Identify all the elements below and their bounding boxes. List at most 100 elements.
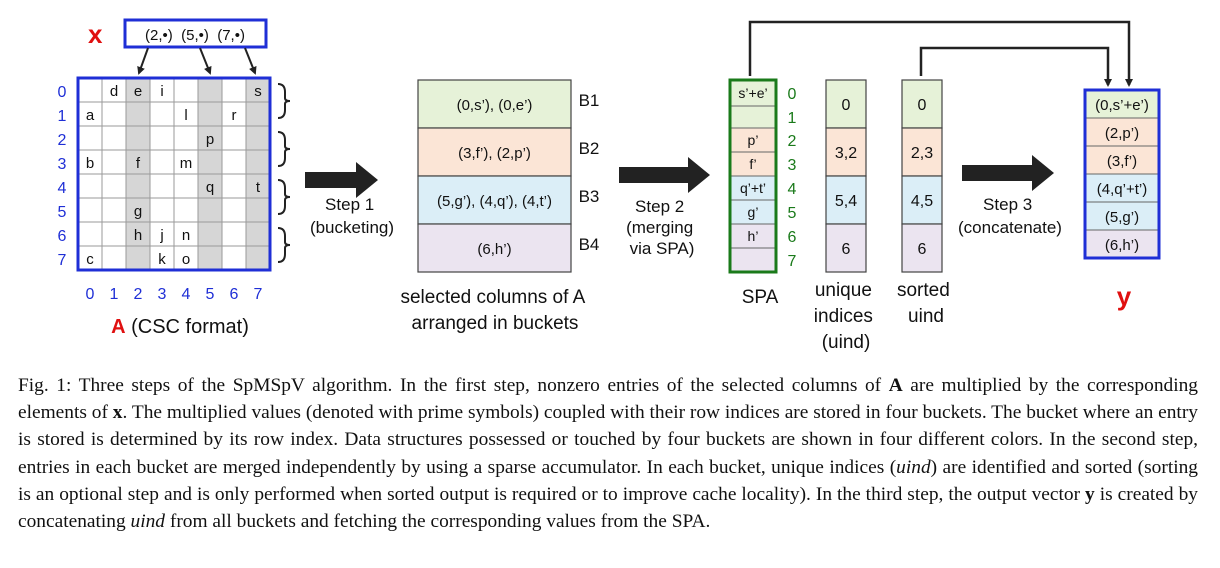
matrix-caption-letter: A <box>111 316 125 338</box>
matrix-border <box>76 76 272 272</box>
spa-cell <box>729 247 777 273</box>
matrix-cell-value: l <box>184 107 187 124</box>
spa-cell <box>729 105 777 129</box>
x-vector-label: x <box>88 19 103 49</box>
spa-cell-value: p’ <box>748 132 759 148</box>
spa-index: 6 <box>788 229 797 246</box>
caption-part-2: are multiplied by the corresponding elem… <box>18 375 1198 424</box>
spa-cell-value: g’ <box>748 204 759 220</box>
bucket-label: B1 <box>579 91 600 110</box>
uind-column: 0 3,2 5,4 6 <box>825 79 867 273</box>
sorted-uind-value: 2,3 <box>911 145 933 162</box>
spa-to-y-connector <box>748 20 1133 87</box>
matrix-cell-value: i <box>160 83 163 100</box>
row-index: 4 <box>58 180 67 197</box>
y-border <box>1083 88 1161 260</box>
column-index: 3 <box>158 286 167 303</box>
spa-index: 1 <box>788 110 797 127</box>
spa: s’+e’ 0 1 p’ 2 f’ 3 q’+t’ 4 g’ 5 h’ 6 7 <box>728 78 797 274</box>
row-index: 5 <box>58 204 67 221</box>
y-vector-label: y <box>1117 281 1132 311</box>
sorted-uind-cell <box>901 79 943 129</box>
row-index: 7 <box>58 252 67 269</box>
row-index: 6 <box>58 228 67 245</box>
y-cell <box>1084 89 1160 119</box>
spa-index: 3 <box>788 157 797 174</box>
caption-y-symbol: y <box>1085 483 1095 505</box>
bucket-box <box>417 223 572 273</box>
x-vector-entries: (2,•) (5,•) (7,•) <box>145 27 245 44</box>
bucket-content: (0,s’), (0,e’) <box>457 97 533 114</box>
spa-cell <box>729 175 777 201</box>
matrix-caption-rest: (CSC format) <box>126 316 249 338</box>
column-index: 5 <box>206 286 215 303</box>
figure-caption: Fig. 1: Three steps of the SpMSpV algori… <box>18 372 1198 535</box>
spmspv-figure: x (2,•) (5,•) (7,•) d e i s a l r p b f mq t gh j n c k o… <box>58 18 1161 353</box>
matrix-cell-value: e <box>134 83 142 100</box>
column-index: 7 <box>254 286 263 303</box>
matrix-cell-value: f <box>136 155 141 172</box>
matrix-cell-value: k <box>158 251 166 268</box>
uind-value: 0 <box>842 97 851 114</box>
spa-cell-value: f’ <box>749 156 756 172</box>
x-vector-box <box>123 18 268 49</box>
spa-index: 0 <box>788 86 797 103</box>
matrix-cell-value: d <box>110 83 118 100</box>
y-cell-value: (2,p’) <box>1105 125 1139 142</box>
row-group-braces <box>277 83 291 263</box>
caption-x-symbol: x <box>112 402 123 424</box>
sorted-caption: sorted uind <box>897 280 955 327</box>
step1-arrow <box>305 162 378 198</box>
caption-fig-label: Fig. 1: <box>18 375 72 396</box>
matrix-cell-value: p <box>206 131 214 148</box>
spa-index: 7 <box>788 253 797 270</box>
sorted-uind-value: 6 <box>918 241 927 258</box>
matrix-cell-value: c <box>86 251 94 268</box>
y-cell-value: (0,s’+e’) <box>1095 97 1149 114</box>
matrix-cell-value: g <box>134 203 142 220</box>
x-to-col2-arrow <box>137 47 149 75</box>
matrix-cell-value: q <box>206 179 214 196</box>
bucket-label: B3 <box>579 187 600 206</box>
matrix-cell-value: b <box>86 155 94 172</box>
bucket-content: (5,g’), (4,q’), (4,t’) <box>437 193 552 210</box>
matrix-cell-value: a <box>86 107 95 124</box>
spa-cell-value: q’+t’ <box>740 180 766 196</box>
matrix-cell-value: m <box>180 155 193 172</box>
spa-cell-value: h’ <box>748 228 759 244</box>
caption-uind-term-2: uind <box>130 511 166 533</box>
caption-part-1: Three steps of the SpMSpV algorithm. In … <box>71 375 889 396</box>
buckets-caption: selected columns of A arranged in bucket… <box>400 287 589 334</box>
column-index: 0 <box>86 286 95 303</box>
row-index: 3 <box>58 156 67 173</box>
row-index: 2 <box>58 132 67 149</box>
uind-value: 6 <box>842 241 851 258</box>
row-index: 1 <box>58 108 67 125</box>
y-cell-value: (6,h’) <box>1105 237 1139 254</box>
y-cell-value: (5,g’) <box>1105 209 1139 226</box>
matrix-cell-value: n <box>182 227 190 244</box>
matrix-cell-value: s <box>254 83 262 100</box>
spa-cell-value: s’+e’ <box>738 85 767 101</box>
uind-cell <box>825 127 867 177</box>
x-to-col7-arrow <box>244 47 257 75</box>
spa-cell <box>729 151 777 177</box>
sorted-uind-cell <box>901 175 943 225</box>
step1-label: Step 1 (bucketing) <box>310 195 394 237</box>
bucket-content: (3,f’), (2,p’) <box>458 145 531 162</box>
column-index: 1 <box>110 286 119 303</box>
column-index: 6 <box>230 286 239 303</box>
uind-value: 5,4 <box>835 193 857 210</box>
uind-cell <box>825 175 867 225</box>
step2-arrow <box>619 157 710 193</box>
column-index: 4 <box>182 286 191 303</box>
caption-part-5: is created by concatenating <box>18 483 1198 533</box>
sorted-uind-value: 0 <box>918 97 927 114</box>
caption-uind-term-1: uind <box>896 456 931 478</box>
uind-cell <box>825 79 867 129</box>
y-cell-value: (3,f’) <box>1107 153 1137 170</box>
matrix-cell-value: j <box>159 227 163 244</box>
spa-border <box>728 78 778 274</box>
y-cell <box>1084 173 1160 203</box>
